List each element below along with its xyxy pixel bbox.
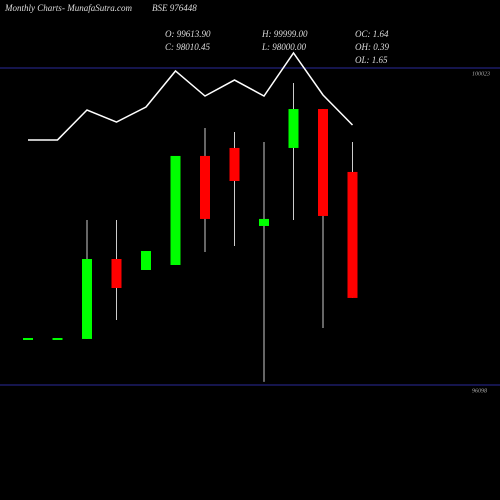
candle-body xyxy=(259,218,269,226)
candle-body xyxy=(288,109,299,148)
symbol: BSE 976448 xyxy=(152,3,197,13)
candle-body xyxy=(111,259,122,289)
y-tick-label: 96098 xyxy=(472,388,487,394)
stat: C: 98010.45 xyxy=(165,42,211,52)
candle-body xyxy=(52,337,63,340)
stat: OH: 0.39 xyxy=(355,42,389,52)
candle-body xyxy=(23,337,33,340)
candle-body xyxy=(318,109,328,216)
candle-body xyxy=(229,147,240,181)
stat: OL: 1.65 xyxy=(355,55,388,65)
candle-body xyxy=(170,155,181,265)
stat: L: 98000.00 xyxy=(261,42,307,52)
price-line xyxy=(28,51,354,141)
y-tick-label: 100023 xyxy=(472,71,490,77)
stat: O: 99613.90 xyxy=(165,29,211,39)
chart-title: Monthly Charts xyxy=(4,3,62,13)
candle-body xyxy=(347,171,358,298)
stat: H: 99999.00 xyxy=(261,29,308,39)
candle-body xyxy=(82,259,92,339)
subtitle: - MunafaSutra.com xyxy=(62,3,132,13)
candle-body xyxy=(141,251,151,270)
stat: OC: 1.64 xyxy=(355,29,389,39)
candle-body xyxy=(200,155,210,219)
